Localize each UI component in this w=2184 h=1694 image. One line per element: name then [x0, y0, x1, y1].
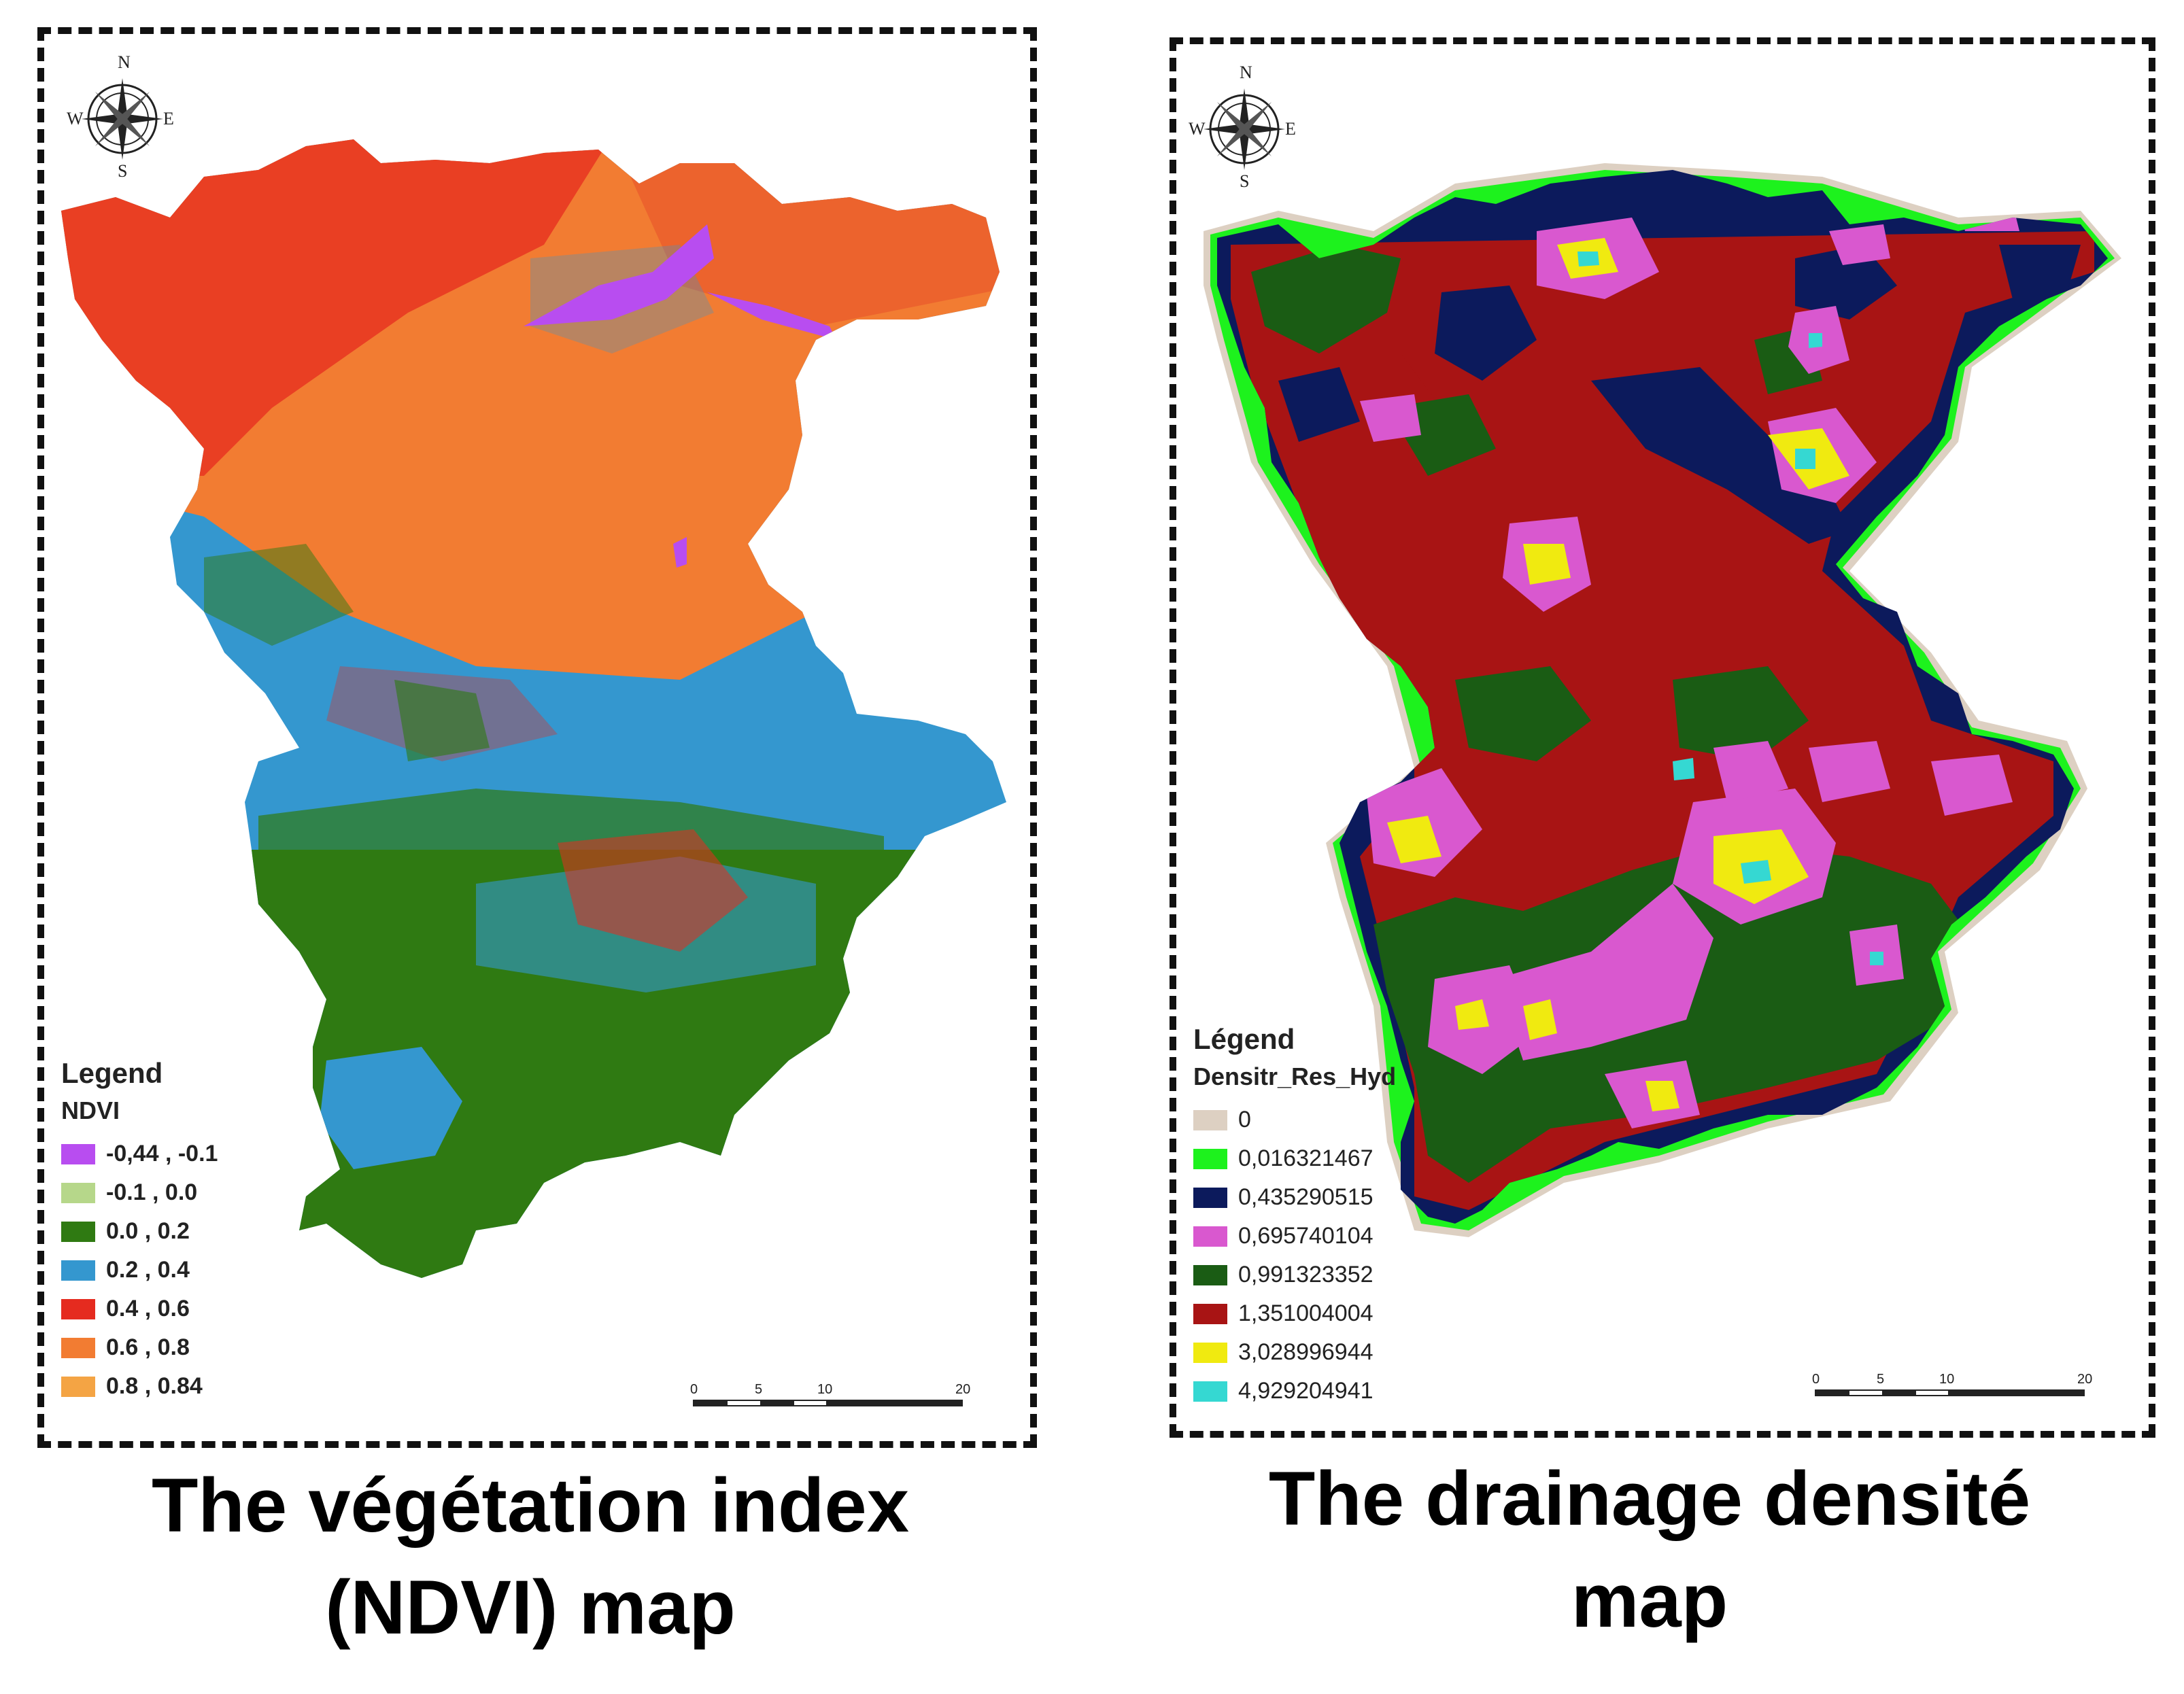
drainage-map-panel: N S E W Légend Densitr_Res_Hyd 0 0,016321…: [1115, 0, 2184, 1694]
legend-item: 0,435290515: [1193, 1178, 1396, 1217]
scale-bar: 0 5 10 20: [690, 1382, 970, 1406]
legend-label: 0.4 , 0.6: [106, 1296, 190, 1321]
scale-tick-label: 20: [2077, 1372, 2092, 1387]
legend-subtitle: NDVI: [61, 1096, 120, 1124]
legend-swatch: [61, 1337, 95, 1358]
scale-tick-label: 0: [690, 1382, 698, 1397]
legend-label: 0,016321467: [1238, 1145, 1373, 1171]
legend-swatch: [61, 1143, 95, 1164]
ndvi-map-drawing: [61, 139, 1006, 1278]
caption-line-1: The végétation index: [152, 1463, 909, 1548]
legend-label: 0,435290515: [1238, 1184, 1373, 1210]
drainage-caption: The drainage densité map: [1115, 1448, 2184, 1652]
drainage-legend: Légend Densitr_Res_Hyd 0 0,016321467 0,435…: [1193, 1023, 1396, 1411]
legend-label: 0,695740104: [1238, 1223, 1373, 1249]
legend-swatch: [61, 1376, 95, 1397]
legend-item: 0: [1193, 1101, 1396, 1139]
legend-swatch: [1193, 1342, 1227, 1363]
legend-title: Légend: [1193, 1023, 1295, 1055]
legend-label: 0,991323352: [1238, 1262, 1373, 1287]
scale-tick-label: 0: [1812, 1372, 1820, 1387]
legend-swatch: [61, 1182, 95, 1203]
legend-label: 1,351004004: [1238, 1300, 1373, 1326]
legend-label: -0.1 , 0.0: [106, 1179, 198, 1205]
legend-swatch: [61, 1221, 95, 1242]
compass-e-label: E: [163, 109, 174, 128]
compass-n-label: N: [1240, 63, 1252, 82]
legend-item: 0,016321467: [1193, 1139, 1396, 1178]
legend-swatch: [1193, 1226, 1227, 1247]
compass-s-label: S: [118, 161, 127, 181]
scale-tick-label: 5: [755, 1382, 762, 1397]
compass-rose-icon: N S E W: [67, 52, 174, 181]
legend-swatch: [1193, 1264, 1227, 1285]
scale-tick-label: 10: [817, 1382, 832, 1397]
legend-item: 0,991323352: [1193, 1256, 1396, 1294]
legend-item: 0,695740104: [1193, 1217, 1396, 1256]
legend-subtitle: Densitr_Res_Hyd: [1193, 1062, 1397, 1090]
legend-label: 3,028996944: [1238, 1339, 1373, 1365]
legend-swatch: [1193, 1109, 1227, 1130]
legend-swatch: [1193, 1381, 1227, 1402]
compass-rose-icon: N S E W: [1189, 63, 1296, 191]
legend-item: 0.8 , 0.84: [61, 1367, 218, 1406]
legend-label: 0.6 , 0.8: [106, 1334, 190, 1360]
legend-swatch: [1193, 1303, 1227, 1324]
ndvi-legend: Legend NDVI -0,44 , -0.1 -0.1 , 0.0 0.0 , …: [61, 1057, 218, 1406]
legend-swatch: [61, 1298, 95, 1319]
legend-item: -0.1 , 0.0: [61, 1173, 218, 1212]
ndvi-caption: The végétation index (NDVI) map: [0, 1455, 1061, 1659]
compass-w-label: W: [67, 109, 84, 128]
scale-bar: 0 5 10 20: [1812, 1372, 2092, 1396]
legend-item: -0,44 , -0.1: [61, 1135, 218, 1173]
caption-line-2: (NDVI) map: [325, 1565, 736, 1650]
ndvi-map-panel: N S E W Legend NDVI -0,44 , -0.1 -0.1 , 0…: [0, 0, 1061, 1694]
legend-swatch: [61, 1260, 95, 1281]
legend-item: 0.6 , 0.8: [61, 1328, 218, 1367]
legend-label: 0: [1238, 1107, 1251, 1133]
caption-line-1: The drainage densité: [1268, 1456, 2031, 1541]
compass-w-label: W: [1189, 119, 1206, 139]
legend-item: 3,028996944: [1193, 1333, 1396, 1372]
legend-swatch: [1193, 1187, 1227, 1208]
legend-label: 4,929204941: [1238, 1378, 1373, 1404]
legend-item: 0.2 , 0.4: [61, 1251, 218, 1290]
scale-tick-label: 5: [1877, 1372, 1884, 1387]
scale-tick-label: 20: [955, 1382, 970, 1397]
legend-item: 0.4 , 0.6: [61, 1290, 218, 1328]
legend-label: 0.0 , 0.2: [106, 1218, 190, 1244]
caption-line-2: map: [1571, 1558, 1728, 1643]
legend-item: 4,929204941: [1193, 1372, 1396, 1411]
compass-s-label: S: [1240, 171, 1249, 191]
legend-label: 0.8 , 0.84: [106, 1373, 203, 1399]
legend-item: 1,351004004: [1193, 1294, 1396, 1333]
compass-n-label: N: [118, 52, 131, 72]
legend-label: -0,44 , -0.1: [106, 1141, 218, 1166]
legend-item: 0.0 , 0.2: [61, 1212, 218, 1251]
legend-label: 0.2 , 0.4: [106, 1257, 190, 1283]
legend-title: Legend: [61, 1057, 163, 1089]
compass-e-label: E: [1285, 119, 1296, 139]
scale-tick-label: 10: [1939, 1372, 1954, 1387]
legend-swatch: [1193, 1148, 1227, 1169]
drainage-map-drawing: [1204, 163, 2121, 1237]
